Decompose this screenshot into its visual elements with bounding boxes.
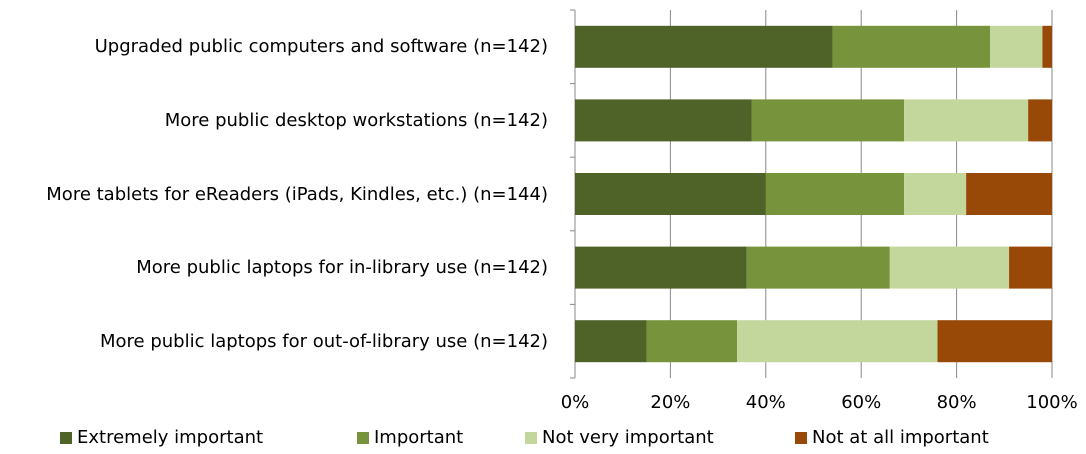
- bar-segment: [646, 320, 738, 363]
- bar-segment: [904, 173, 967, 215]
- bar-segment: [989, 25, 1043, 68]
- legend-swatch: [60, 432, 72, 444]
- bar-segment: [575, 246, 747, 289]
- bar-segment: [575, 173, 766, 215]
- bar-segment: [832, 25, 990, 68]
- bar-segment: [765, 173, 905, 215]
- legend-label: Important: [374, 427, 463, 448]
- bar-segment: [1009, 246, 1052, 289]
- y-tick-label: More tablets for eReaders (iPads, Kindle…: [46, 183, 548, 205]
- bar-segment: [751, 99, 905, 142]
- y-tick-label: More public laptops for out-of-library u…: [99, 330, 548, 352]
- y-tick-label: Upgraded public computers and software (…: [94, 36, 548, 58]
- y-tick-label: More public desktop workstations (n=142): [164, 109, 548, 131]
- bar-segment: [737, 320, 938, 363]
- bar-segment: [575, 320, 647, 363]
- x-tick-label: 0%: [561, 392, 590, 413]
- x-tick-label: 80%: [937, 392, 977, 413]
- bar-segment: [1028, 99, 1052, 142]
- x-tick-label: 20%: [650, 392, 690, 413]
- bar-segment: [904, 99, 1029, 142]
- x-tick-label: 100%: [1026, 392, 1077, 413]
- legend-swatch: [357, 432, 369, 444]
- bar-segment: [966, 173, 1052, 215]
- y-tick-label: More public laptops for in-library use (…: [136, 257, 548, 279]
- bar-segment: [575, 25, 833, 68]
- bar-segment: [889, 246, 1010, 289]
- bar-segment: [746, 246, 890, 289]
- x-tick-label: 40%: [746, 392, 786, 413]
- legend-label: Not at all important: [812, 427, 989, 448]
- legend-label: Not very important: [542, 427, 714, 448]
- x-tick-label: 60%: [841, 392, 881, 413]
- legend-label: Extremely important: [77, 427, 263, 448]
- bar-segment: [575, 99, 752, 142]
- bar-segment: [937, 320, 1052, 363]
- bar-segment: [1042, 25, 1052, 68]
- legend-swatch: [795, 432, 807, 444]
- legend-swatch: [525, 432, 537, 444]
